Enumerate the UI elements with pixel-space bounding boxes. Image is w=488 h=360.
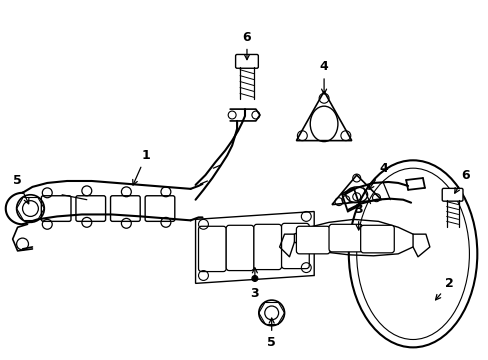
- FancyBboxPatch shape: [226, 225, 253, 271]
- FancyBboxPatch shape: [235, 54, 258, 68]
- FancyBboxPatch shape: [76, 196, 105, 221]
- Text: 3: 3: [354, 203, 362, 230]
- FancyBboxPatch shape: [296, 226, 329, 254]
- Text: 2: 2: [435, 277, 453, 300]
- FancyBboxPatch shape: [41, 196, 71, 221]
- FancyBboxPatch shape: [441, 188, 462, 201]
- Circle shape: [251, 275, 257, 282]
- FancyBboxPatch shape: [328, 224, 362, 252]
- Text: 4: 4: [319, 60, 328, 94]
- FancyBboxPatch shape: [198, 226, 226, 271]
- FancyBboxPatch shape: [360, 225, 393, 253]
- Text: 5: 5: [13, 174, 29, 204]
- FancyBboxPatch shape: [110, 196, 140, 221]
- Text: 6: 6: [242, 31, 251, 60]
- FancyBboxPatch shape: [281, 223, 308, 269]
- FancyBboxPatch shape: [253, 224, 281, 270]
- Text: 4: 4: [368, 162, 387, 189]
- Text: 5: 5: [267, 318, 276, 349]
- FancyBboxPatch shape: [145, 196, 174, 221]
- Text: 3: 3: [250, 268, 259, 300]
- Text: 6: 6: [454, 168, 469, 193]
- Text: 1: 1: [132, 149, 150, 185]
